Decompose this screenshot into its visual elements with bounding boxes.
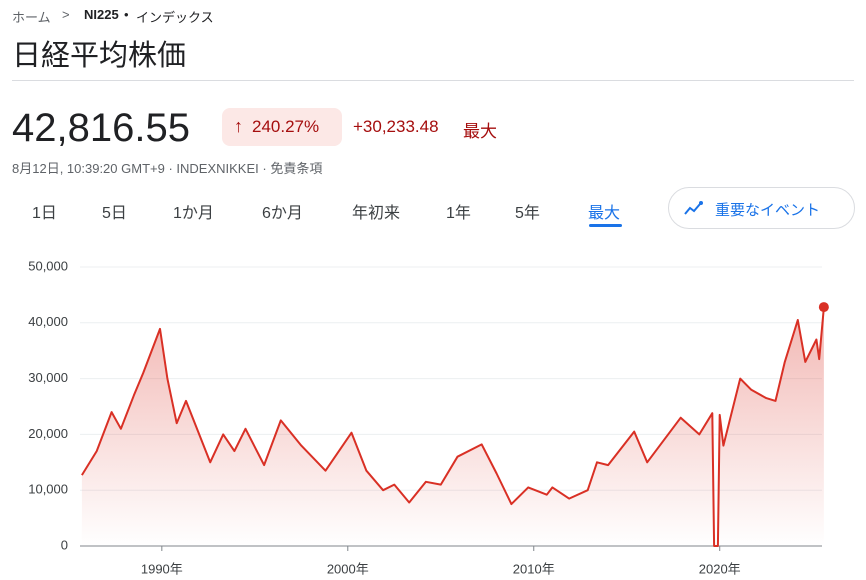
line [81,307,825,547]
range-tab[interactable]: 6か月 [262,205,303,222]
change-badge [222,108,342,146]
exchange: INDEXNIKKEI [176,161,259,176]
divider [12,80,854,81]
range-tab[interactable]: 1年 [446,205,471,222]
change-percent: 240.27% [252,117,320,136]
y-tick-label: 0 [61,537,68,552]
info: 8月12日, 10:39:20 GMT+9 · INDEXNIKKEI · 免責… [12,161,323,176]
events-button[interactable]: 重要なイベント [668,187,855,229]
area [81,307,824,546]
events-icon [684,201,703,215]
breadcrumb-home[interactable]: ホーム [12,10,51,25]
y-tick-label: 10,000 [28,482,68,497]
range-tab[interactable]: 5年 [515,205,540,222]
y-tick-label: 30,000 [28,370,68,385]
up-arrow: ↑ [234,116,243,136]
time: 8月12日, 10:39:20 GMT+9 [12,161,165,176]
x-tick-label: 2020年 [699,561,741,576]
y-tick-label: 20,000 [28,426,68,441]
x-tick-label: 2000年 [327,561,369,576]
range-tab[interactable]: 1か月 [173,205,214,222]
period: 最大 [463,122,497,141]
breadcrumb-sep: > [62,7,70,22]
disclaimer[interactable]: 免責条項 [270,161,323,176]
title: 日経平均株価 [12,40,187,72]
y-tick-label: 40,000 [28,314,68,329]
range-tab[interactable]: 1日 [32,205,57,222]
tab-underline [589,224,622,227]
x-tick-label: 1990年 [141,561,183,576]
events-label: 重要なイベント [715,202,821,219]
change: +30,233.48 [353,117,439,136]
last-point [818,302,829,313]
range-tab[interactable]: 最大 [588,205,621,222]
breadcrumb-dot: • [124,7,129,22]
price: 42,816.55 [12,106,190,150]
x-tick-label: 2010年 [513,561,555,576]
y-tick-label: 50,000 [28,258,68,273]
breadcrumb-kind: インデックス [136,10,214,25]
range-tab[interactable]: 5日 [102,205,127,222]
breadcrumb-symbol: NI225 [84,7,119,22]
range-tab[interactable]: 年初来 [352,205,401,222]
